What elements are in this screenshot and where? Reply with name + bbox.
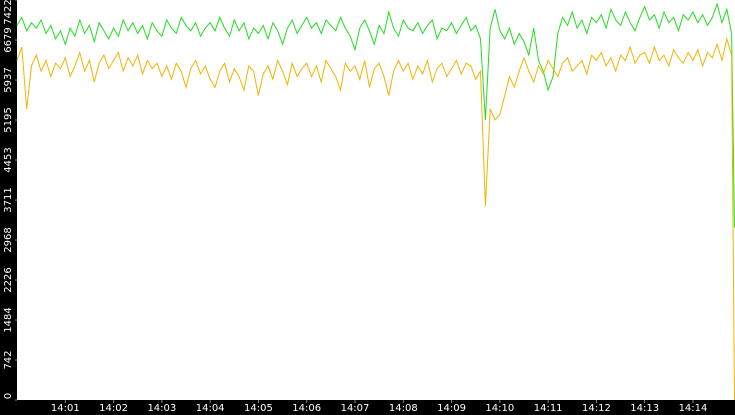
x-tick-label: 14:11 bbox=[534, 403, 563, 414]
x-tick-label: 14:05 bbox=[244, 403, 273, 414]
x-tick-label: 14:10 bbox=[485, 403, 514, 414]
y-tick-label: 0 bbox=[3, 393, 14, 399]
x-tick-label: 14:09 bbox=[437, 403, 466, 414]
series-line bbox=[16, 2, 735, 228]
x-tick-label: 14:06 bbox=[292, 403, 321, 414]
x-tick-label: 14:08 bbox=[389, 403, 418, 414]
y-tick-label: 742 bbox=[3, 350, 14, 369]
plot-area bbox=[17, 0, 735, 400]
y-tick-label: 2226 bbox=[3, 267, 14, 292]
x-tick-label: 14:04 bbox=[196, 403, 225, 414]
x-tick-label: 14:13 bbox=[630, 403, 659, 414]
x-tick-label: 14:03 bbox=[147, 403, 176, 414]
x-tick-label: 14:14 bbox=[679, 403, 708, 414]
y-tick-label: 2968 bbox=[3, 227, 14, 252]
x-tick-label: 14:02 bbox=[99, 403, 128, 414]
y-tick-label: 5195 bbox=[3, 107, 14, 132]
y-tick-label: 1484 bbox=[3, 307, 14, 332]
y-tick-label: 4453 bbox=[3, 147, 14, 172]
series-line bbox=[16, 36, 735, 401]
y-tick-label: 7422 bbox=[3, 0, 14, 25]
y-tick-label: 3711 bbox=[3, 187, 14, 212]
x-tick-label: 14:01 bbox=[51, 403, 80, 414]
x-tick-label: 14:12 bbox=[582, 403, 611, 414]
x-tick-label: 14:07 bbox=[341, 403, 370, 414]
y-tick-label: 6679 bbox=[3, 27, 14, 52]
y-tick-label: 5937 bbox=[3, 67, 14, 92]
